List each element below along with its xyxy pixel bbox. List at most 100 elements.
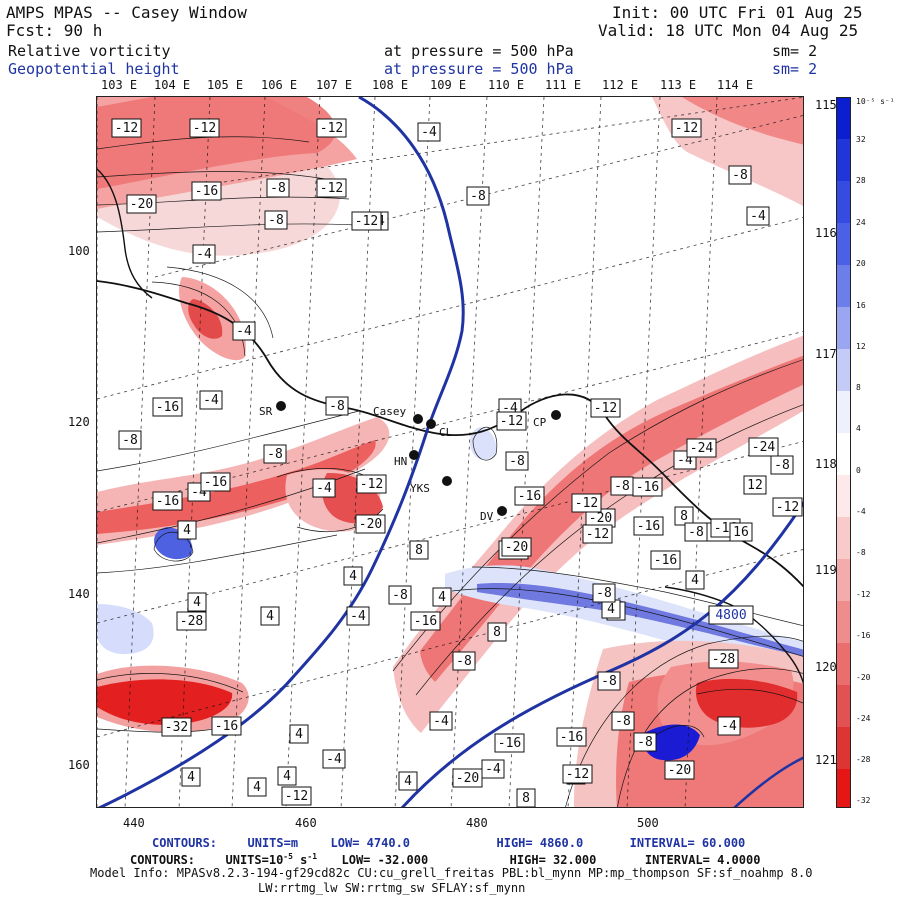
site-label-cl: CL <box>439 426 453 439</box>
site-marker-cl <box>426 419 436 429</box>
low-value: LOW= -32.000 <box>341 853 429 867</box>
contour-label: -16 <box>211 716 242 736</box>
contour-label-text: 4 <box>295 727 303 742</box>
contour-label: -16 <box>200 472 231 492</box>
site-marker-sr <box>276 401 286 411</box>
contour-label-text: -12 <box>285 789 308 804</box>
contour-label: -8 <box>597 671 621 691</box>
contour-label-group: -12 -12 -12 -4 -12 -8 -16 -8 -12 -4 -20 -8 -4 -12 -8 -4… <box>111 118 803 807</box>
colorbar-segment <box>837 643 850 685</box>
contour-label-text: -20 <box>668 763 691 778</box>
contour-label-box <box>772 497 803 517</box>
contour-label-text: 4 <box>283 769 291 784</box>
contour-label-box <box>351 211 382 231</box>
contour-label-text: 12 <box>747 478 763 493</box>
contour-label: -4 <box>429 711 453 731</box>
contour-label-text: -8 <box>268 213 284 228</box>
contour-label: -16 <box>152 397 183 417</box>
contour-label: -4 <box>481 759 505 779</box>
contour-label-text: -4 <box>350 609 366 624</box>
contour-label-box <box>277 766 297 786</box>
coastline <box>664 586 803 684</box>
contour-label: 12 <box>743 475 767 495</box>
contour-label-box <box>770 455 794 475</box>
contour-label-box <box>181 767 201 787</box>
contour-label: -20 <box>585 508 616 528</box>
contour-label-text: -12 <box>594 401 617 416</box>
contour-label-box <box>187 592 207 612</box>
contour-label: -16 <box>410 611 441 631</box>
lon-label-107: 107 E <box>316 78 353 92</box>
contour-label-text: -12 <box>500 414 523 429</box>
contour-label-text: 4 <box>691 573 699 588</box>
contour-label-box <box>263 444 287 464</box>
contour-label: 4 <box>247 777 267 797</box>
contour-label: 4 <box>289 724 309 744</box>
site-marker-yks <box>442 476 452 486</box>
contour-label-text: -12 <box>566 767 589 782</box>
lon-label-110: 110 E <box>488 78 525 92</box>
contour-label-box <box>516 788 536 807</box>
contour-label-box <box>398 771 418 791</box>
contour-label-text: -24 <box>690 441 714 456</box>
contour-label-box <box>281 786 312 806</box>
contour-label: -4 <box>346 606 370 626</box>
lon-label-108: 108 E <box>372 78 409 92</box>
contour-label-text: -12 <box>320 121 343 136</box>
contour-label-box <box>501 537 532 557</box>
contour-label: 4 <box>260 606 280 626</box>
contour-label: -16 <box>556 727 587 747</box>
contour-label-text: -4 <box>316 481 332 496</box>
contour-label-text: 4 <box>607 602 615 617</box>
contour-label-box <box>429 711 453 731</box>
contour-label-text: -16 <box>498 736 521 751</box>
contour-label-text: -4 <box>203 393 219 408</box>
contour-label: -20 <box>452 768 483 788</box>
contour-legend-line-2: CONTOURS: UNITS=10-5 s-1 LOW= -32.000 HI… <box>130 850 760 867</box>
map-svg: -12 -12 -12 -4 -12 -8 -16 -8 -12 -4 -20 -8 -4 -12 -8 -4… <box>97 97 803 807</box>
contour-label: -12 <box>356 474 387 494</box>
contour-label-text: -8 <box>774 458 790 473</box>
contour-label-text: 4 <box>404 774 412 789</box>
contour-label: -8 <box>728 165 752 185</box>
contour-label-box <box>189 118 220 138</box>
lon-label-106: 106 E <box>261 78 298 92</box>
contour-label: 4 <box>685 570 705 590</box>
site-label-sr: SR <box>259 405 273 418</box>
colorbar-segment <box>837 265 850 307</box>
contour-label-text: 4 <box>187 770 195 785</box>
units-middle: s <box>292 853 308 867</box>
site-label-cp: CP <box>533 416 547 429</box>
shaded-region <box>97 97 336 189</box>
contour-label-text: -20 <box>130 197 153 212</box>
colorbar-segment <box>837 475 850 517</box>
contour-label-box <box>748 437 779 457</box>
high-value: HIGH= 4860.0 <box>496 836 584 850</box>
special-label-group: 4800 <box>708 605 754 625</box>
contour-label-box <box>432 587 452 607</box>
colorbar-tick-label: -12 <box>856 590 871 599</box>
contour-label-box <box>211 716 242 736</box>
contour-label: -16 <box>514 486 545 506</box>
contour-label-box <box>126 194 157 214</box>
colorbar-tick-label: -32 <box>856 796 871 805</box>
contour-label: -4 <box>312 478 336 498</box>
contour-label-text: -8 <box>637 735 653 750</box>
field2-sm: sm= 2 <box>772 60 818 78</box>
y-axis-label-140: 140 <box>68 587 90 601</box>
site-marker-casey <box>413 414 423 424</box>
contour-label-box <box>728 165 752 185</box>
contour-label-box <box>232 321 256 341</box>
contour-label-text: 4 <box>438 590 446 605</box>
contour-label-text: -16 <box>518 489 541 504</box>
contour-label-text: -8 <box>456 654 472 669</box>
y-axis-label-120: 120 <box>68 415 90 429</box>
colorbar-tick-label: 24 <box>856 218 866 227</box>
contour-label: -8 <box>263 444 287 464</box>
coastline <box>97 280 803 588</box>
field1-sm: sm= 2 <box>772 42 818 60</box>
contour-label-text: -16 <box>560 730 583 745</box>
colorbar-tick-label: -16 <box>856 631 871 640</box>
contour-label-box <box>746 206 770 226</box>
contour-label-box <box>556 727 587 747</box>
